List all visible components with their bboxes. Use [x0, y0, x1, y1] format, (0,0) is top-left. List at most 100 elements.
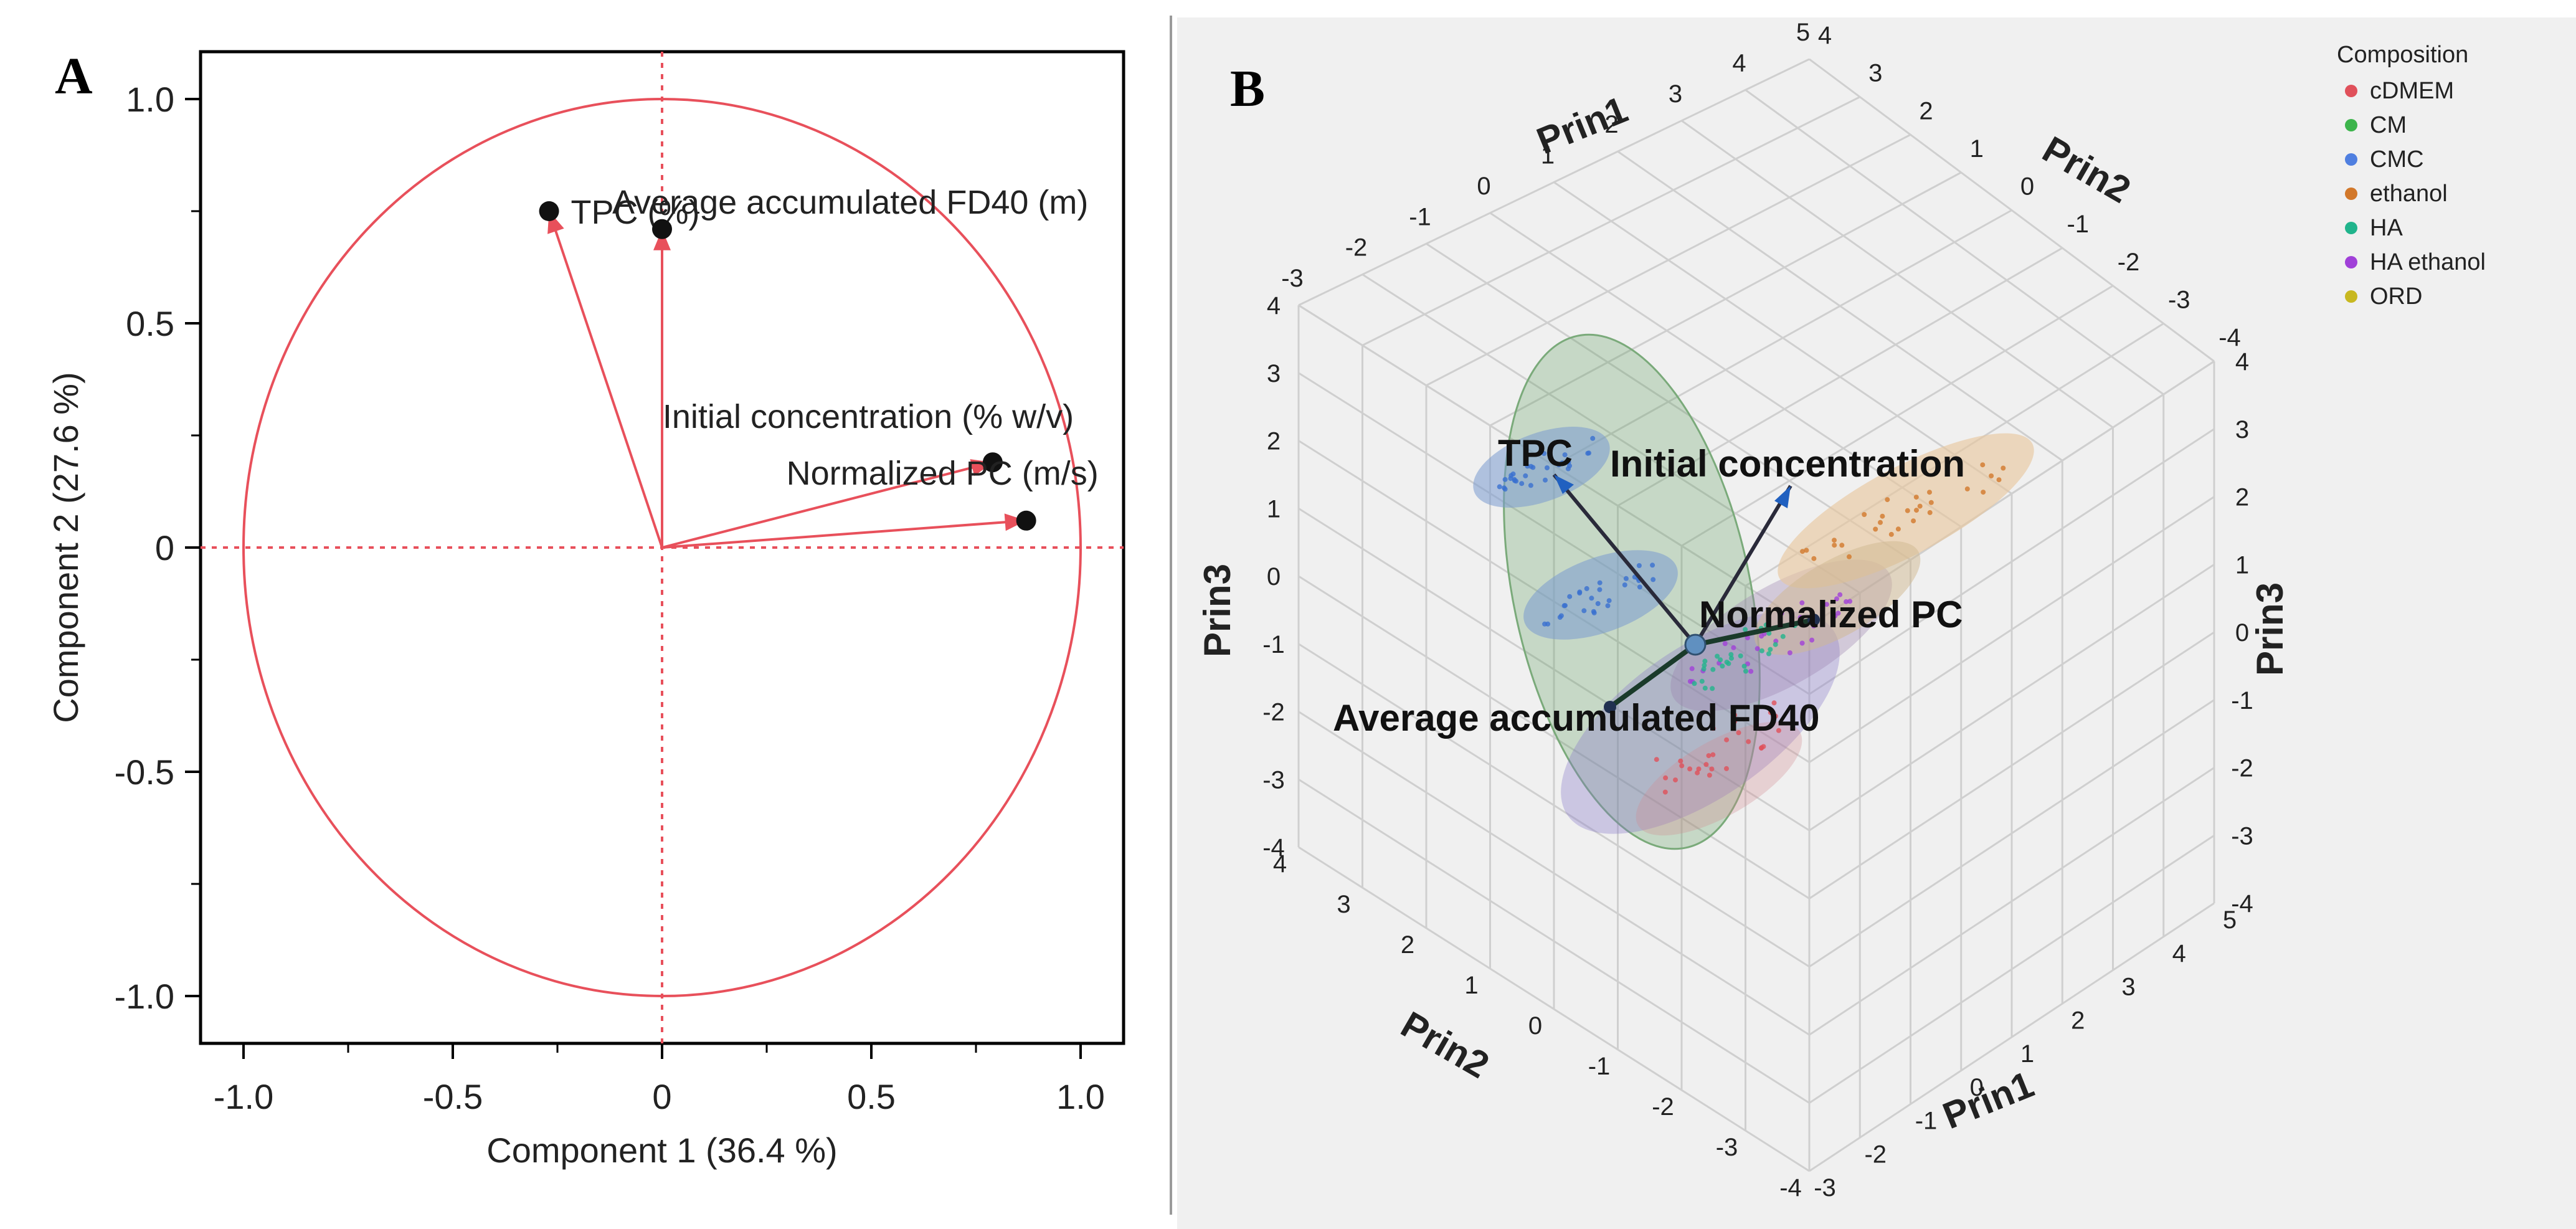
data-point — [1799, 600, 1805, 605]
data-point — [1687, 766, 1693, 772]
right-face-gridline — [1809, 699, 2215, 968]
prin1-tick-bottom: 4 — [2172, 940, 2186, 967]
data-point — [1523, 473, 1528, 478]
data-point — [1913, 495, 1919, 500]
panel-b: B TPC Initial concentration — [1177, 17, 2576, 1229]
data-point — [1780, 633, 1786, 639]
left-face-gridline — [1298, 846, 1810, 1172]
data-point — [1718, 657, 1723, 663]
prin3-tick-right: -3 — [2231, 822, 2253, 850]
data-point — [1650, 577, 1656, 582]
cluster-ellipse-ha-ethanol — [1561, 611, 1840, 834]
data-point — [1888, 531, 1894, 537]
panel-a-label: A — [55, 47, 93, 105]
data-point — [1809, 637, 1815, 643]
data-point — [1732, 719, 1737, 724]
data-point — [2001, 465, 2006, 471]
data-point — [1710, 686, 1715, 691]
loading-arrowhead — [653, 229, 671, 250]
prin1-tick-top: 4 — [1732, 49, 1746, 77]
data-point — [1710, 726, 1716, 731]
data-point — [1834, 596, 1839, 602]
data-point — [1799, 640, 1805, 646]
prin2-tick-bottom: 2 — [1401, 931, 1414, 959]
loading-label: Normalized PC (m/s) — [787, 455, 1099, 492]
prin1-tick-top: 0 — [1477, 173, 1490, 200]
prin3-tick-right: -1 — [2231, 687, 2253, 714]
left-face-gridline — [1298, 778, 1810, 1104]
prin2-tick-bottom: -3 — [1716, 1134, 1738, 1161]
vector-label-tpc: TPC — [1498, 432, 1573, 474]
legend-item-label: ethanol — [2370, 181, 2448, 207]
data-point — [1606, 598, 1612, 604]
data-point — [1709, 766, 1715, 772]
data-point — [1917, 503, 1923, 509]
data-point — [1702, 658, 1708, 664]
data-point — [1729, 655, 1734, 661]
vector-average-accumulated-fd40 — [1608, 642, 1697, 709]
data-point — [1707, 772, 1712, 778]
legend-marker — [2345, 290, 2357, 303]
loading-label: TPC (%) — [571, 194, 700, 231]
data-point — [1581, 608, 1587, 614]
data-point — [1839, 543, 1845, 548]
data-point — [1497, 484, 1502, 490]
prin1-tick-bottom: 0 — [1970, 1074, 1984, 1101]
loading-point — [982, 452, 1003, 473]
data-point — [1759, 648, 1764, 653]
data-point — [1746, 739, 1751, 744]
vector-normalized-pc-head — [1807, 614, 1820, 626]
right-face-gridline — [1809, 767, 2215, 1036]
data-point — [1738, 653, 1743, 658]
prin1-tick-bottom: 5 — [2223, 906, 2237, 934]
data-point — [1695, 770, 1700, 776]
vector-initial-concentration — [1693, 485, 1792, 646]
x-tick-label: -1.0 — [214, 1077, 274, 1116]
prin1-tick-top: -3 — [1281, 265, 1304, 292]
data-point — [1766, 651, 1771, 657]
prin2-tick-top: 3 — [1868, 60, 1882, 87]
x-axis-ticks: -1.0 -0.5 0 0.5 1.0 — [214, 1043, 1105, 1116]
data-point — [1702, 663, 1707, 668]
data-point — [1911, 518, 1916, 524]
top-face-gridline — [1681, 120, 2114, 429]
legend-item-label: CMC — [2370, 146, 2424, 173]
data-point — [1759, 745, 1764, 751]
x-tick-label: -0.5 — [423, 1077, 483, 1116]
data-point — [1800, 549, 1805, 554]
y-tick-label: 0.5 — [126, 304, 174, 343]
prin2-tick-bottom: 0 — [1528, 1012, 1542, 1040]
top-face-gridline — [1553, 209, 2012, 467]
data-point — [1981, 490, 1986, 495]
data-point — [1797, 615, 1803, 620]
loading-vectors: TPC (%)Average accumulated FD40 (m) Initi… — [539, 184, 1099, 549]
y-axis-ticks: -1.0 -0.5 0 0.5 1.0 — [115, 80, 201, 1016]
data-point — [1654, 757, 1659, 762]
legend-item-label: cDMEM — [2370, 78, 2454, 104]
panel-b-label: B — [1230, 60, 1265, 118]
legend-marker — [2345, 119, 2357, 131]
data-point — [1687, 678, 1693, 684]
legend-marker — [2345, 256, 2357, 268]
prin2-tick-top: 4 — [1818, 22, 1832, 49]
left-face-gridline — [1298, 575, 1810, 899]
legend-marker — [2345, 85, 2357, 97]
loading-arrowhead — [1004, 513, 1026, 531]
data-point — [1605, 603, 1611, 609]
right-face-gridline — [1809, 902, 2215, 1172]
prin2-tick-top: -1 — [2067, 211, 2089, 238]
data-point — [1980, 462, 1986, 468]
vector-average-accumulated-fd40-head — [1604, 701, 1616, 713]
prin1-tick-top: -2 — [1345, 234, 1368, 262]
data-point — [1731, 645, 1736, 650]
legend-item-label: CM — [2370, 112, 2407, 138]
vector-label-initial-concentration: Initial concentration — [1610, 443, 1965, 485]
loading-point — [652, 219, 672, 239]
prin1-tick-top: 2 — [1604, 111, 1618, 138]
data-point — [1895, 526, 1901, 532]
prin3-tick-right: 0 — [2235, 619, 2249, 647]
data-point — [1586, 450, 1591, 456]
loading-point — [1016, 510, 1036, 531]
prin1-tick-bottom: -3 — [1814, 1174, 1836, 1202]
prin3-tick-left: 1 — [1267, 495, 1281, 523]
